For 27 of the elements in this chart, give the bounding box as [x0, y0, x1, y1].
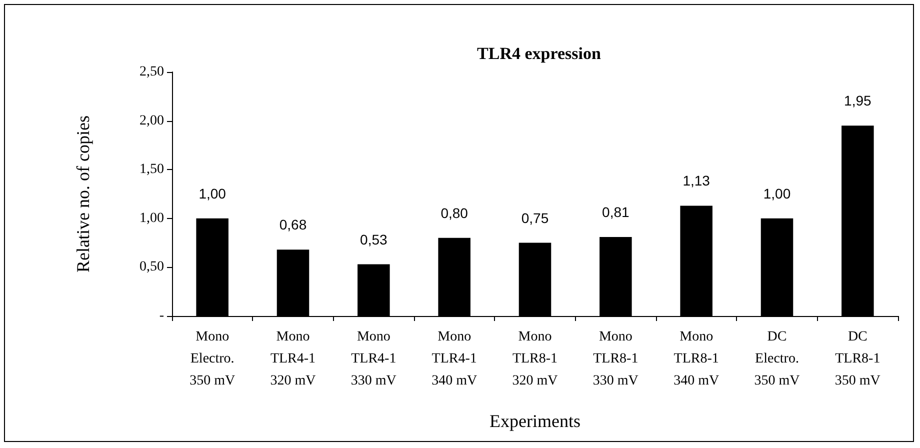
y-tick-label: 1,00 — [140, 210, 164, 226]
x-tick-label: Mono TLR8-1 320 mV — [512, 330, 558, 388]
data-label: 0,75 — [521, 210, 549, 226]
y-tick-label: - — [159, 308, 164, 324]
data-label: 0,80 — [440, 204, 468, 221]
data-label: 0,68 — [279, 216, 307, 233]
x-tick-label: Mono Electro. 350 mV — [190, 330, 236, 388]
y-tick-label: 0,50 — [140, 260, 164, 275]
data-label: 0,81 — [602, 204, 630, 220]
x-tick-label: Mono TLR4-1 330 mV — [350, 330, 396, 388]
data-label: 1,95 — [844, 92, 872, 109]
x-tick-label: Mono TLR4-1 320 mV — [270, 330, 316, 388]
data-label: 1,13 — [682, 172, 710, 189]
data-label: 1,00 — [763, 185, 791, 202]
data-label: 1,00 — [198, 185, 226, 202]
y-axis-title: Relative no. of copies — [73, 116, 93, 272]
y-tick-label: 2,00 — [140, 113, 164, 128]
x-tick-label: DC TLR8-1 350 mV — [834, 330, 880, 388]
data-label: 0,53 — [360, 231, 388, 248]
x-tick-label: Mono TLR8-1 330 mV — [592, 330, 638, 388]
x-tick-label: Mono TLR8-1 340 mV — [674, 330, 720, 388]
y-tick-label: 1,50 — [140, 162, 164, 178]
x-tick-label: DC Electro. 350 mV — [754, 330, 800, 388]
x-axis-title: Experiments — [490, 411, 580, 431]
chart-title: TLR4 expression — [477, 44, 602, 63]
x-tick-label: Mono TLR4-1 340 mV — [432, 330, 478, 388]
y-tick-label: 2,50 — [140, 64, 164, 80]
